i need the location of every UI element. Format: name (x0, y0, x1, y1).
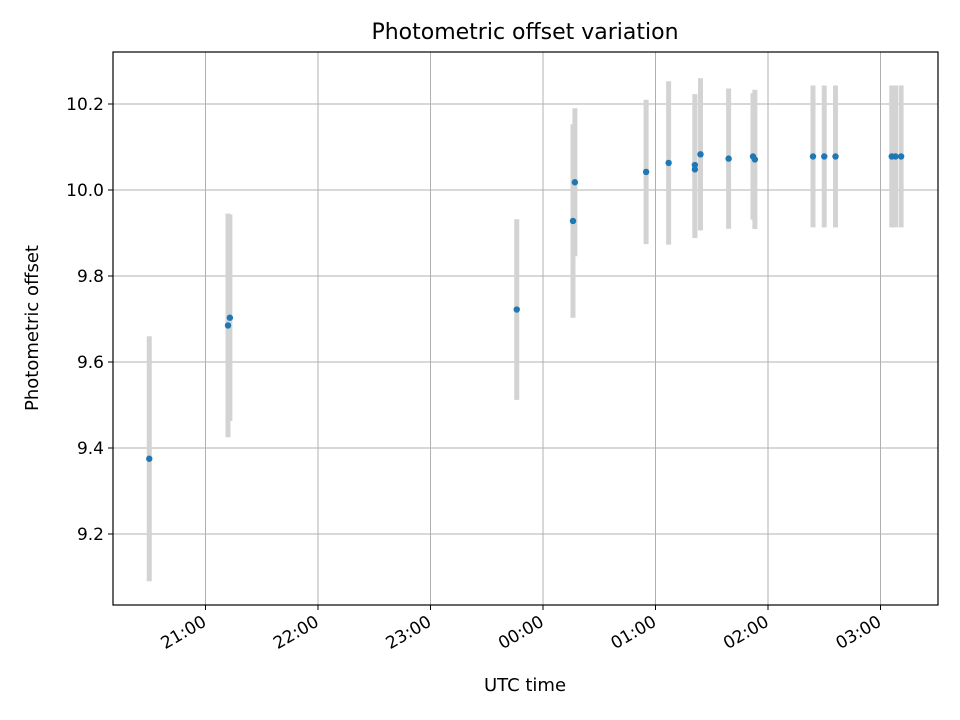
data-point (665, 159, 672, 167)
data-point (224, 322, 232, 329)
data-point (725, 155, 732, 162)
data-point (809, 153, 817, 160)
y-axis-label: Photometric offset (22, 245, 43, 411)
x-axis-label: UTC time (484, 675, 566, 696)
data-point (226, 314, 234, 321)
data-point (513, 306, 520, 313)
grid (113, 52, 938, 605)
data-point (146, 455, 153, 462)
y-tick-label: 9.6 (77, 353, 104, 373)
data-point (821, 153, 828, 160)
chart-title: Photometric offset variation (371, 20, 678, 45)
data-point (892, 153, 899, 160)
y-tick-label: 9.2 (77, 525, 104, 545)
data-point (697, 151, 704, 158)
plot-frame (112, 51, 939, 606)
y-tick-label: 10.2 (66, 95, 104, 115)
y-ticks: 9.2 9.4 9.6 9.8 10.0 10.2 (66, 95, 113, 545)
y-tick-label: 9.4 (77, 439, 104, 459)
data-point (569, 217, 577, 225)
data-point (832, 153, 839, 160)
data-points (146, 151, 905, 462)
data-point (897, 153, 905, 160)
y-tick-label: 10.0 (66, 181, 104, 201)
y-tick-label: 9.8 (77, 267, 104, 287)
data-point (571, 179, 579, 186)
data-point (751, 156, 759, 163)
data-point (691, 161, 699, 169)
data-point (642, 168, 650, 176)
